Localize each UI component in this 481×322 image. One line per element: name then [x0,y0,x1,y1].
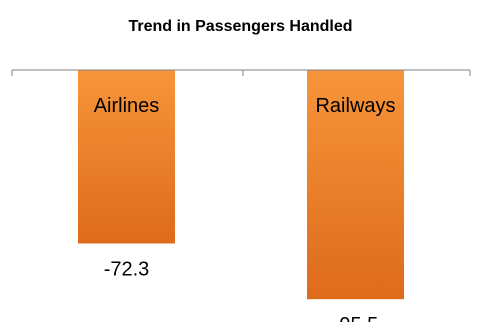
bars-group [78,70,404,300]
category-label-railways: Railways [315,95,395,117]
data-label-railways: -95.5 [333,314,379,322]
bar-railways [307,70,404,300]
chart-title: Trend in Passengers Handled [128,18,352,35]
bar-airlines [78,70,175,244]
labels-group: Airlines -72.3 Railways -95.5 [94,95,396,322]
category-label-airlines: Airlines [94,95,160,117]
data-label-airlines: -72.3 [104,259,150,281]
